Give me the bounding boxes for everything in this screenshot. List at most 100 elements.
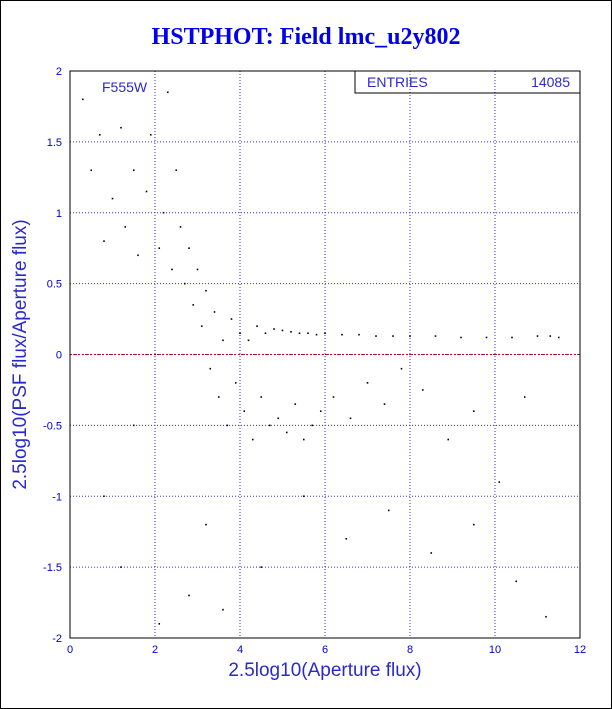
data-point: [375, 335, 377, 337]
data-point: [243, 410, 246, 412]
data-point: [545, 615, 547, 618]
y-tick-labels: -2 -1.5 -1 -0.5 0 0.5 1 1.5 2: [43, 66, 62, 645]
data-point: [387, 509, 390, 512]
data-point: [319, 410, 322, 412]
y-tick-label: 1.5: [47, 137, 62, 149]
data-point: [277, 417, 280, 420]
data-point: [264, 332, 267, 335]
data-point: [302, 495, 305, 498]
data-point: [523, 396, 526, 398]
y-tick-label: 1: [56, 208, 62, 220]
data-point: [124, 226, 127, 228]
x-tick-labels: 0 2 4 6 8 10 12: [67, 644, 586, 656]
data-point: [400, 367, 403, 370]
data-point: [166, 91, 169, 94]
data-point: [498, 481, 501, 483]
data-point: [103, 495, 105, 498]
data-point: [103, 240, 105, 242]
data-point: [158, 623, 161, 625]
data-point: [81, 98, 84, 101]
data-point: [192, 304, 195, 306]
data-point: [149, 133, 152, 136]
y-tick-label: -1: [52, 491, 62, 503]
data-point: [158, 247, 161, 249]
data-point: [298, 332, 301, 335]
data-point: [285, 431, 288, 434]
data-point: [162, 211, 165, 214]
chart-title: HSTPHOT: Field lmc_u2y802: [151, 24, 461, 50]
data-point: [137, 254, 139, 257]
data-point: [260, 566, 263, 568]
data-point: [132, 169, 135, 172]
data-point: [90, 169, 93, 172]
stats-box-border: [354, 70, 581, 94]
data-point: [273, 328, 275, 330]
x-tick-label: 12: [574, 644, 586, 656]
data-point: [324, 332, 326, 335]
y-tick-label: -2: [52, 633, 62, 645]
data-point: [366, 382, 369, 384]
data-point: [234, 382, 237, 384]
data-point: [307, 332, 309, 335]
data-point: [260, 396, 263, 398]
y-tick-label: -1.5: [43, 562, 62, 574]
data-point: [230, 318, 233, 320]
data-point: [179, 226, 182, 228]
plot-area: [69, 70, 581, 639]
data-point: [281, 329, 284, 332]
data-point: [217, 396, 220, 398]
data-points: [81, 91, 560, 625]
data-point: [183, 282, 186, 285]
data-point: [205, 523, 207, 526]
y-tick-label: 0: [56, 350, 62, 362]
stats-entries-label: ENTRIES: [367, 74, 428, 90]
data-point: [247, 339, 250, 342]
data-point: [98, 133, 101, 136]
data-point: [345, 537, 348, 540]
data-point: [302, 438, 305, 441]
data-point: [341, 333, 343, 336]
data-point: [171, 268, 173, 271]
data-point: [209, 367, 212, 370]
x-tick-label: 4: [237, 644, 243, 656]
x-tick-label: 0: [67, 644, 73, 656]
data-point: [111, 197, 114, 200]
data-point: [188, 247, 190, 249]
y-tick-label: -0.5: [43, 420, 62, 432]
y-tick-label: 0.5: [47, 279, 62, 291]
data-point: [188, 594, 190, 597]
data-point: [430, 552, 433, 554]
data-point: [557, 336, 560, 339]
data-point: [549, 335, 552, 337]
data-point: [132, 424, 135, 427]
data-point: [226, 424, 229, 427]
data-point: [268, 424, 271, 427]
data-point: [294, 403, 297, 405]
filter-label: F555W: [102, 79, 148, 95]
y-tick-label: 2: [56, 66, 62, 78]
data-point: [120, 126, 122, 129]
data-point: [196, 268, 199, 271]
data-point: [511, 336, 513, 339]
data-point: [175, 169, 178, 172]
data-point: [120, 566, 122, 568]
x-tick-label: 10: [489, 644, 501, 656]
data-point: [205, 289, 207, 292]
x-tick-label: 2: [152, 644, 158, 656]
x-tick-label: 8: [407, 644, 413, 656]
data-point: [447, 438, 450, 441]
data-point: [311, 424, 314, 427]
data-point: [472, 410, 475, 412]
data-point: [332, 396, 335, 398]
data-point: [315, 333, 318, 336]
data-point: [409, 335, 411, 337]
x-axis-label: 2.5log10(Aperture flux): [228, 660, 421, 681]
data-point: [349, 417, 352, 420]
data-point: [290, 331, 292, 333]
data-point: [421, 389, 424, 391]
data-point: [460, 336, 462, 339]
data-point: [251, 438, 254, 441]
data-point: [358, 333, 360, 336]
data-point: [472, 523, 475, 526]
data-point: [256, 325, 258, 327]
